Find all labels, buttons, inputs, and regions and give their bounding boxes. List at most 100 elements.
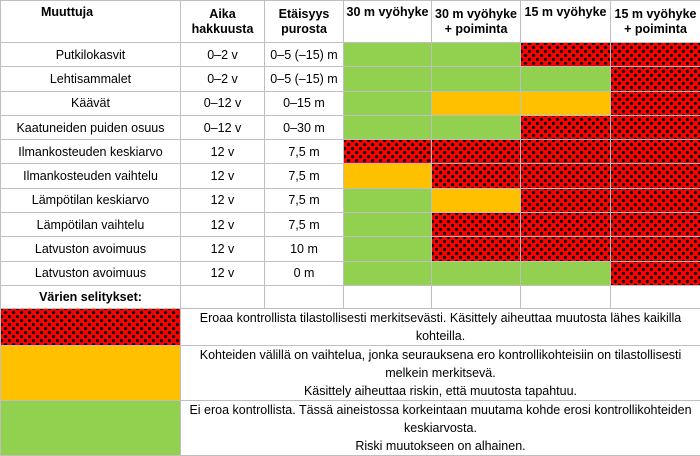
result-cell-green: [432, 115, 521, 139]
result-cell-red: [611, 261, 700, 285]
header-zone-2-line2: + poiminta: [445, 22, 508, 36]
variable-cell: Kaatuneiden puiden osuus: [1, 115, 181, 139]
result-cell-red: [611, 140, 700, 164]
result-cell-red: [611, 115, 700, 139]
legend-text: Eroaa kontrollista tilastollisesti merki…: [181, 308, 700, 345]
legend-text-line: Ei eroa kontrollista. Tässä aineistossa …: [189, 403, 691, 435]
legend-row: Ei eroa kontrollista. Tässä aineistossa …: [1, 400, 700, 455]
distance-cell: 0–5 (–15) m: [265, 43, 344, 67]
result-cell-red: [611, 213, 700, 237]
distance-cell: 0–30 m: [265, 115, 344, 139]
header-zone-4-line1: 15 m vyöhyke: [615, 7, 697, 21]
result-cell-red: [611, 43, 700, 67]
header-zone-2-line1: 30 m vyöhyke: [435, 7, 517, 21]
result-cell-green: [521, 67, 611, 91]
header-time-line1: Aika: [209, 7, 235, 21]
legend-text-line: Riski muutokseen on alhainen.: [355, 439, 525, 453]
result-cell-green: [344, 67, 432, 91]
result-cell-yellow: [432, 91, 521, 115]
variable-cell: Latvuston avoimuus: [1, 237, 181, 261]
header-distance-line1: Etäisyys: [279, 7, 330, 21]
variable-cell: Putkilokasvit: [1, 43, 181, 67]
result-cell-yellow: [432, 188, 521, 212]
header-distance-line2: purosta: [281, 22, 327, 36]
result-cell-green: [432, 261, 521, 285]
distance-cell: 0–5 (–15) m: [265, 67, 344, 91]
legend-swatch-green: [1, 400, 181, 455]
result-cell-red: [521, 213, 611, 237]
header-time-line2: hakkuusta: [192, 22, 254, 36]
result-cell-red: [611, 164, 700, 188]
variable-cell: Lehtisammalet: [1, 67, 181, 91]
distance-cell: 7,5 m: [265, 213, 344, 237]
empty-cell: [432, 285, 521, 308]
time-cell: 0–2 v: [181, 67, 265, 91]
result-cell-red: [521, 43, 611, 67]
result-cell-red: [521, 188, 611, 212]
variable-cell: Ilmankosteuden keskiarvo: [1, 140, 181, 164]
result-cell-red: [611, 67, 700, 91]
empty-cell: [611, 285, 700, 308]
header-zone-2: 30 m vyöhyke+ poiminta: [432, 1, 521, 43]
header-zone-3-line1: 15 m vyöhyke: [525, 5, 607, 19]
legend-row: Eroaa kontrollista tilastollisesti merki…: [1, 308, 700, 345]
time-cell: 0–12 v: [181, 115, 265, 139]
result-cell-red: [521, 237, 611, 261]
legend-text-line: Kohteiden välillä on vaihtelua, jonka se…: [200, 348, 682, 380]
legend-text: Kohteiden välillä on vaihtelua, jonka se…: [181, 345, 700, 400]
result-cell-green: [344, 261, 432, 285]
empty-cell: [181, 285, 265, 308]
time-cell: 12 v: [181, 140, 265, 164]
time-cell: 0–2 v: [181, 43, 265, 67]
header-variable: Muuttuja: [1, 1, 181, 43]
result-cell-red: [344, 140, 432, 164]
result-cell-red: [432, 213, 521, 237]
empty-cell: [344, 285, 432, 308]
result-cell-green: [344, 213, 432, 237]
legend-header-row: Värien selitykset:: [1, 285, 700, 308]
distance-cell: 0–15 m: [265, 91, 344, 115]
header-zone-4-line2: + poiminta: [624, 22, 687, 36]
header-zone-3: 15 m vyöhyke: [521, 1, 611, 43]
result-cell-red: [432, 140, 521, 164]
result-cell-red: [432, 237, 521, 261]
header-zone-1: 30 m vyöhyke: [344, 1, 432, 43]
result-cell-red: [521, 140, 611, 164]
legend-row: Kohteiden välillä on vaihtelua, jonka se…: [1, 345, 700, 400]
distance-cell: 10 m: [265, 237, 344, 261]
result-cell-red: [521, 115, 611, 139]
result-cell-red: [432, 164, 521, 188]
variable-cell: Lämpötilan keskiarvo: [1, 188, 181, 212]
header-zone-4: 15 m vyöhyke+ poiminta: [611, 1, 700, 43]
result-cell-red: [521, 164, 611, 188]
distance-cell: 7,5 m: [265, 164, 344, 188]
distance-cell: 7,5 m: [265, 188, 344, 212]
result-cell-green: [344, 188, 432, 212]
time-cell: 12 v: [181, 164, 265, 188]
legend-text: Ei eroa kontrollista. Tässä aineistossa …: [181, 400, 700, 455]
result-cell-green: [432, 67, 521, 91]
distance-cell: 7,5 m: [265, 140, 344, 164]
legend-title: Värien selitykset:: [1, 285, 181, 308]
result-cell-red: [611, 188, 700, 212]
variable-cell: Latvuston avoimuus: [1, 261, 181, 285]
legend-text-line: Eroaa kontrollista tilastollisesti merki…: [200, 311, 681, 343]
result-cell-red: [611, 91, 700, 115]
result-cell-yellow: [344, 164, 432, 188]
time-cell: 12 v: [181, 213, 265, 237]
result-cell-green: [521, 261, 611, 285]
time-cell: 12 v: [181, 261, 265, 285]
time-cell: 12 v: [181, 188, 265, 212]
